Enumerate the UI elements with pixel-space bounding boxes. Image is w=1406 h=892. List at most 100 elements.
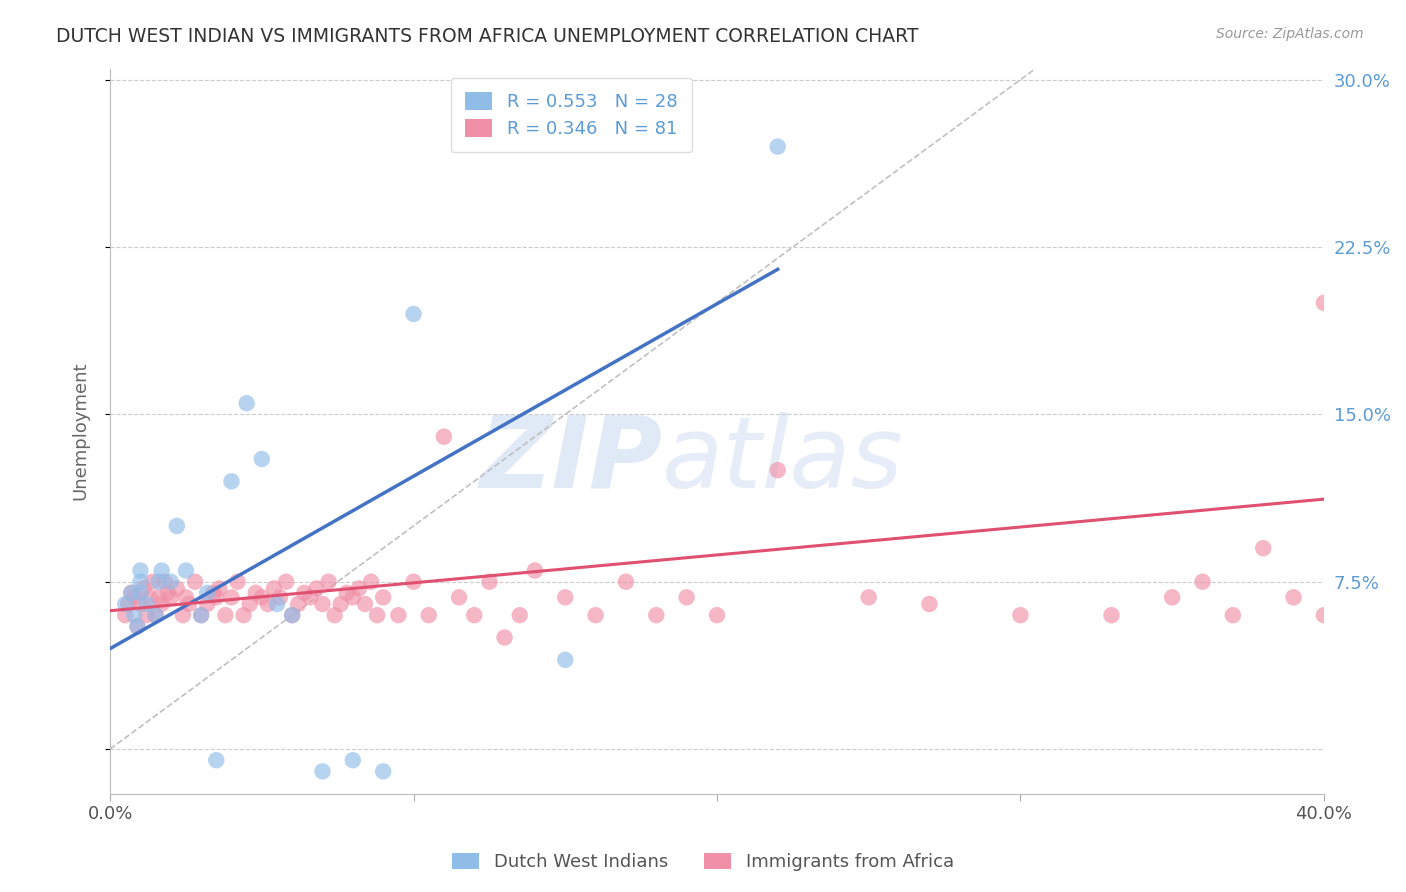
Point bbox=[645, 608, 668, 623]
Point bbox=[1101, 608, 1123, 623]
Point bbox=[347, 582, 370, 596]
Point bbox=[354, 597, 377, 611]
Point bbox=[311, 764, 333, 779]
Point bbox=[124, 591, 146, 605]
Point bbox=[129, 597, 152, 611]
Point bbox=[1282, 591, 1305, 605]
Point bbox=[418, 608, 440, 623]
Point bbox=[402, 574, 425, 589]
Point bbox=[195, 597, 218, 611]
Point bbox=[221, 591, 243, 605]
Text: DUTCH WEST INDIAN VS IMMIGRANTS FROM AFRICA UNEMPLOYMENT CORRELATION CHART: DUTCH WEST INDIAN VS IMMIGRANTS FROM AFR… bbox=[56, 27, 918, 45]
Point bbox=[202, 586, 225, 600]
Point bbox=[858, 591, 880, 605]
Point bbox=[114, 597, 136, 611]
Point bbox=[366, 608, 388, 623]
Point bbox=[135, 597, 157, 611]
Point bbox=[523, 564, 546, 578]
Point bbox=[172, 608, 194, 623]
Point bbox=[554, 653, 576, 667]
Point bbox=[174, 591, 197, 605]
Point bbox=[232, 608, 254, 623]
Point bbox=[342, 591, 364, 605]
Point bbox=[323, 608, 346, 623]
Point bbox=[1161, 591, 1184, 605]
Point bbox=[145, 608, 167, 623]
Point bbox=[190, 608, 212, 623]
Point bbox=[166, 582, 188, 596]
Point bbox=[585, 608, 607, 623]
Point bbox=[145, 608, 167, 623]
Point bbox=[1222, 608, 1244, 623]
Point bbox=[614, 574, 637, 589]
Point bbox=[129, 564, 152, 578]
Point bbox=[142, 574, 165, 589]
Point bbox=[208, 582, 231, 596]
Y-axis label: Unemployment: Unemployment bbox=[72, 362, 89, 500]
Legend: R = 0.553   N = 28, R = 0.346   N = 81: R = 0.553 N = 28, R = 0.346 N = 81 bbox=[451, 78, 692, 153]
Point bbox=[274, 574, 297, 589]
Point bbox=[1010, 608, 1032, 623]
Point bbox=[117, 597, 139, 611]
Point bbox=[318, 574, 340, 589]
Point bbox=[766, 139, 789, 153]
Point bbox=[1191, 574, 1213, 589]
Point bbox=[159, 574, 181, 589]
Point bbox=[138, 591, 160, 605]
Legend: Dutch West Indians, Immigrants from Africa: Dutch West Indians, Immigrants from Afri… bbox=[446, 846, 960, 879]
Point bbox=[447, 591, 470, 605]
Point bbox=[554, 591, 576, 605]
Point bbox=[239, 597, 262, 611]
Point bbox=[509, 608, 531, 623]
Point bbox=[1313, 608, 1336, 623]
Point bbox=[214, 608, 236, 623]
Point bbox=[373, 591, 395, 605]
Point bbox=[463, 608, 485, 623]
Point bbox=[129, 574, 152, 589]
Point bbox=[494, 631, 516, 645]
Point bbox=[184, 574, 207, 589]
Point bbox=[281, 608, 304, 623]
Text: Source: ZipAtlas.com: Source: ZipAtlas.com bbox=[1216, 27, 1364, 41]
Point bbox=[129, 586, 152, 600]
Point bbox=[329, 597, 352, 611]
Point bbox=[226, 574, 249, 589]
Point bbox=[114, 608, 136, 623]
Point bbox=[305, 582, 328, 596]
Point bbox=[387, 608, 409, 623]
Point bbox=[127, 619, 149, 633]
Point bbox=[287, 597, 309, 611]
Point bbox=[177, 597, 200, 611]
Text: atlas: atlas bbox=[662, 411, 904, 508]
Point bbox=[205, 591, 228, 605]
Point bbox=[263, 582, 285, 596]
Point bbox=[135, 608, 157, 623]
Point bbox=[235, 396, 257, 410]
Point bbox=[336, 586, 359, 600]
Point bbox=[132, 582, 155, 596]
Point bbox=[433, 430, 456, 444]
Point bbox=[150, 597, 173, 611]
Point bbox=[124, 608, 146, 623]
Point bbox=[150, 564, 173, 578]
Point bbox=[205, 753, 228, 767]
Point bbox=[257, 597, 280, 611]
Point bbox=[1251, 541, 1274, 556]
Point bbox=[360, 574, 382, 589]
Point bbox=[766, 463, 789, 477]
Point bbox=[159, 591, 181, 605]
Point bbox=[148, 591, 170, 605]
Point bbox=[127, 619, 149, 633]
Point bbox=[311, 597, 333, 611]
Point bbox=[402, 307, 425, 321]
Point bbox=[120, 586, 142, 600]
Point bbox=[156, 586, 179, 600]
Point bbox=[153, 574, 176, 589]
Point bbox=[190, 608, 212, 623]
Point bbox=[281, 608, 304, 623]
Point bbox=[269, 591, 291, 605]
Point bbox=[675, 591, 697, 605]
Point bbox=[706, 608, 728, 623]
Point bbox=[373, 764, 395, 779]
Text: ZIP: ZIP bbox=[479, 411, 662, 508]
